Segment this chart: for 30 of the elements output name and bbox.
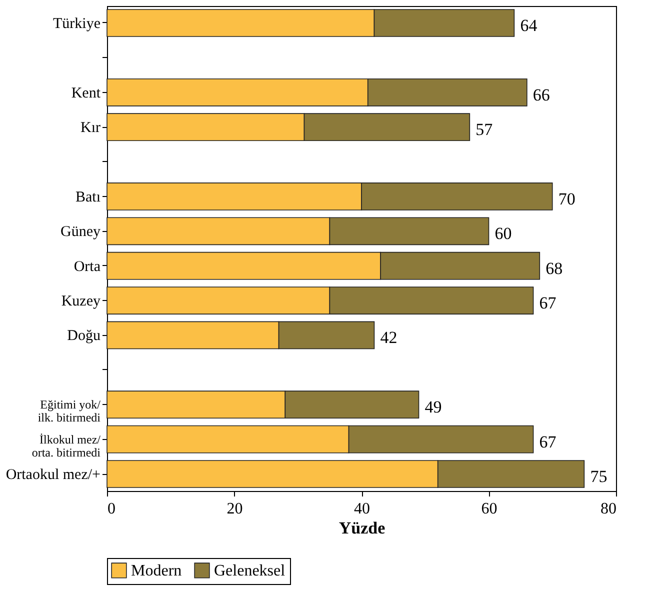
- y-tick-label: Orta: [74, 258, 101, 275]
- y-tick-label: Ortaokul mez/+: [6, 467, 100, 483]
- total-label: 57: [476, 120, 494, 140]
- y-tick-label: Doğu: [67, 328, 101, 344]
- x-tick-label: 60: [481, 500, 498, 518]
- x-axis-title: Yüzde: [338, 518, 386, 538]
- y-tick-label: İlkokul mez/ orta. bitirmedi: [32, 432, 102, 460]
- x-tick-label: 80: [600, 500, 616, 518]
- y-tick-label: Kır: [80, 120, 100, 136]
- total-label: 67: [539, 432, 557, 452]
- y-tick-label: Güney: [60, 224, 101, 240]
- y-tick-label: Kent: [71, 85, 102, 102]
- legend-label: Geleneksel: [214, 562, 286, 580]
- total-label: 66: [532, 85, 550, 104]
- legend-label: Modern: [131, 562, 182, 580]
- y-tick-label: Türkiye: [53, 16, 101, 32]
- y-tick-label: Kuzey: [61, 294, 101, 310]
- total-label: 70: [558, 189, 576, 208]
- total-label: 42: [380, 328, 398, 348]
- total-label: 64: [520, 16, 538, 35]
- total-label: 67: [539, 294, 557, 313]
- total-label: 60: [494, 224, 512, 244]
- y-tick-label: Eğitimi yok/ ilk. bitirmedi: [38, 398, 102, 425]
- x-tick-label: 20: [226, 500, 243, 518]
- y-tick-label: Batı: [76, 189, 100, 206]
- total-label: 49: [424, 398, 442, 417]
- total-label: 68: [546, 258, 563, 278]
- x-tick-label: 0: [108, 500, 116, 518]
- total-label: 75: [590, 467, 608, 486]
- x-tick-label: 40: [354, 500, 370, 518]
